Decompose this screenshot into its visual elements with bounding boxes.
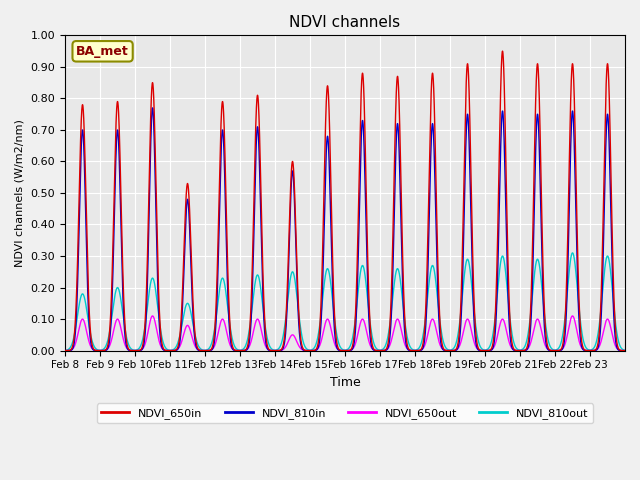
X-axis label: Time: Time (330, 376, 360, 389)
Text: BA_met: BA_met (76, 45, 129, 58)
Legend: NDVI_650in, NDVI_810in, NDVI_650out, NDVI_810out: NDVI_650in, NDVI_810in, NDVI_650out, NDV… (97, 404, 593, 423)
Title: NDVI channels: NDVI channels (289, 15, 401, 30)
Y-axis label: NDVI channels (W/m2/nm): NDVI channels (W/m2/nm) (15, 119, 25, 267)
